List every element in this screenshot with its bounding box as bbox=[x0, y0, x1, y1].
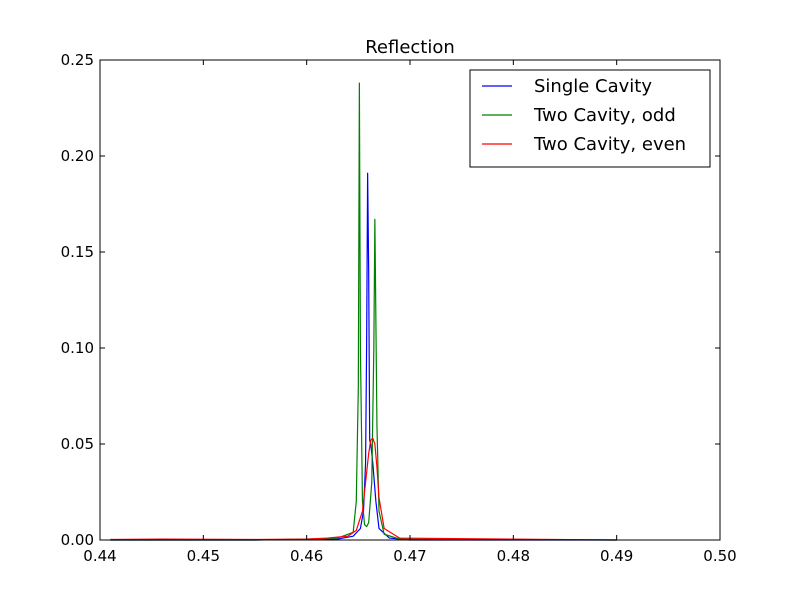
x-tick-label: 0.50 bbox=[703, 547, 736, 565]
x-tick-label: 0.48 bbox=[497, 547, 530, 565]
y-tick-label: 0.10 bbox=[61, 339, 94, 357]
series-line-0 bbox=[110, 172, 617, 541]
y-tick-label: 0.05 bbox=[61, 435, 94, 453]
y-tick-label: 0.15 bbox=[61, 243, 94, 261]
y-tick-label: 0.25 bbox=[61, 51, 94, 69]
legend-label-2: Two Cavity, even bbox=[533, 134, 686, 155]
y-tick-label: 0.00 bbox=[61, 531, 94, 549]
x-tick-label: 0.46 bbox=[290, 547, 323, 565]
y-tick-label: 0.20 bbox=[61, 147, 94, 165]
x-tick-label: 0.44 bbox=[83, 547, 116, 565]
x-tick-label: 0.49 bbox=[600, 547, 633, 565]
legend: Single Cavity Two Cavity, odd Two Cavity, … bbox=[469, 69, 711, 168]
x-tick-label: 0.47 bbox=[393, 547, 426, 565]
legend-label-1: Two Cavity, odd bbox=[533, 105, 676, 126]
legend-label-0: Single Cavity bbox=[534, 76, 652, 97]
ticks-layer: 0.44 0.45 0.46 0.47 0.48 0.49 0.50 0.00 0.05 0.10… bbox=[61, 51, 737, 565]
chart-title: Reflection bbox=[365, 37, 455, 58]
plot-frame bbox=[99, 59, 721, 541]
x-tick-label: 0.45 bbox=[187, 547, 220, 565]
